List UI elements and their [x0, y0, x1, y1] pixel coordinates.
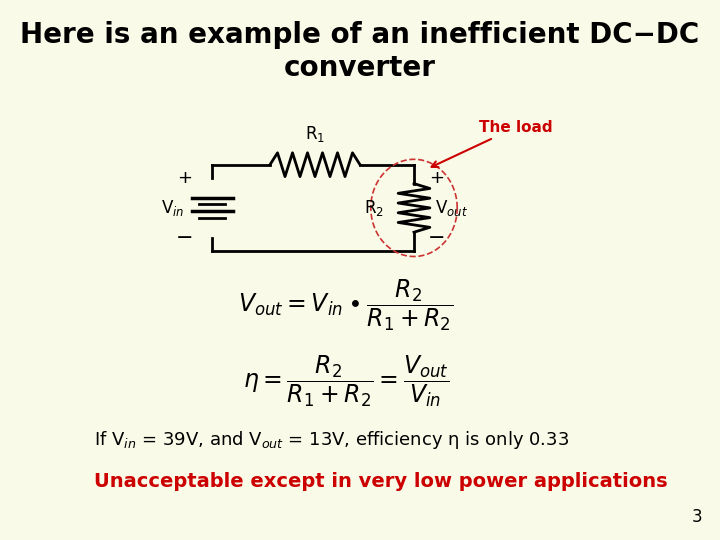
Text: R$_1$: R$_1$ [305, 124, 325, 144]
Text: −: − [176, 227, 194, 248]
Text: −: − [428, 227, 446, 248]
Text: Here is an example of an inefficient DC−DC: Here is an example of an inefficient DC−… [20, 21, 700, 49]
Text: converter: converter [284, 53, 436, 82]
Text: $V_{out} = V_{in} \bullet \dfrac{R_2}{R_1 + R_2}$: $V_{out} = V_{in} \bullet \dfrac{R_2}{R_… [238, 277, 453, 333]
Text: $\eta = \dfrac{R_2}{R_1 + R_2} = \dfrac{V_{out}}{V_{in}}$: $\eta = \dfrac{R_2}{R_1 + R_2} = \dfrac{… [243, 353, 449, 409]
Text: +: + [430, 169, 444, 187]
Text: 3: 3 [691, 509, 702, 526]
Text: V$_{out}$: V$_{out}$ [435, 198, 468, 218]
Text: +: + [178, 169, 192, 187]
Text: The load: The load [431, 120, 552, 167]
Text: V$_{in}$: V$_{in}$ [161, 198, 184, 218]
Text: Unacceptable except in very low power applications: Unacceptable except in very low power ap… [94, 472, 667, 491]
Text: R$_2$: R$_2$ [364, 198, 384, 218]
Text: If V$_{in}$ = 39V, and V$_{out}$ = 13V, efficiency η is only 0.33: If V$_{in}$ = 39V, and V$_{out}$ = 13V, … [94, 429, 569, 451]
